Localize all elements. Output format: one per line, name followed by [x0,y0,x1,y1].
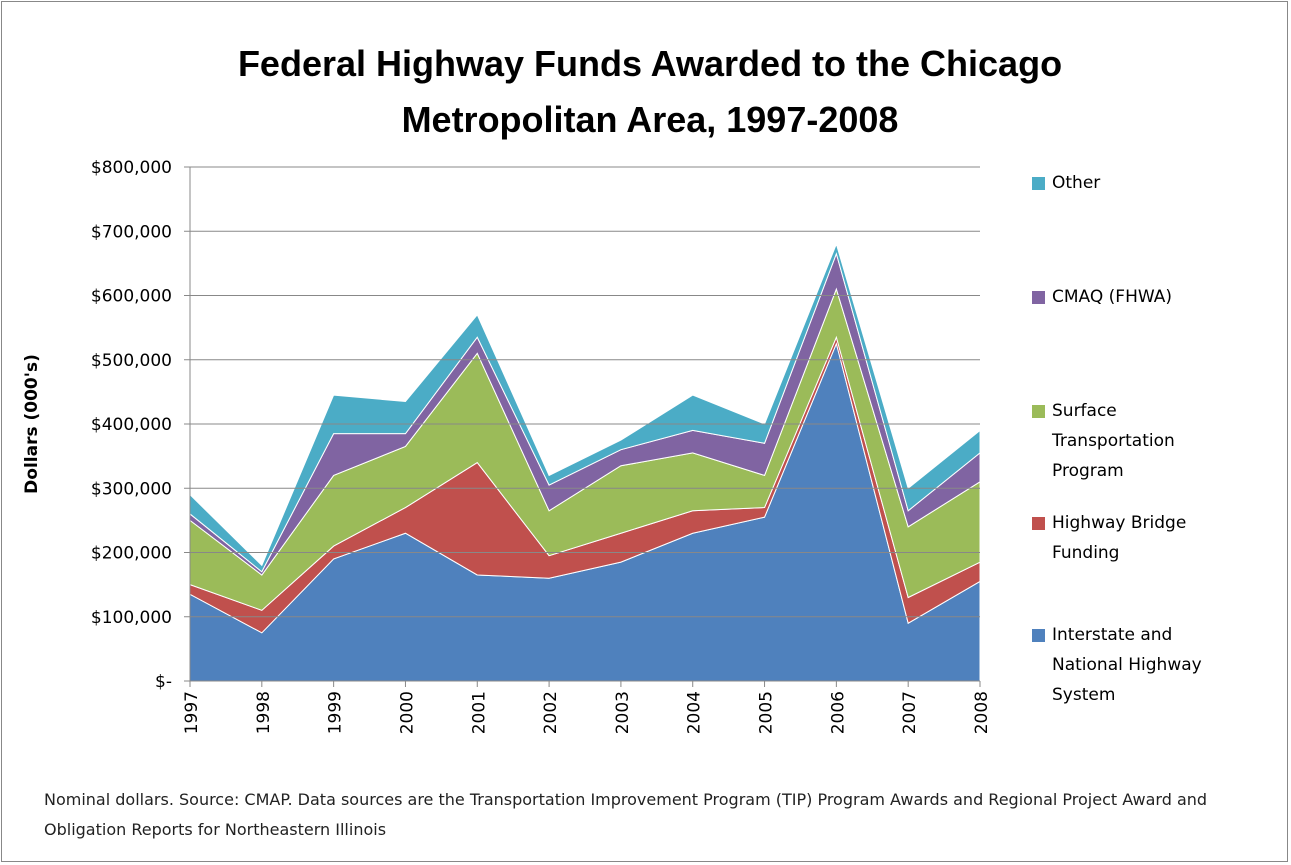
x-tick-label: 2000 [397,691,417,734]
legend-label: Surface Transportation Program [1052,401,1175,481]
y-tick-label: $600,000 [91,287,172,307]
legend-entry: CMAQ (FHWA) [1032,282,1242,312]
y-axis-label: Dollars (000's) [22,354,42,494]
x-tick-label: 2004 [685,691,705,734]
x-tick-label: 1997 [182,691,202,734]
legend-entry: Interstate and National Highway System [1032,620,1242,710]
y-tick-label: $700,000 [91,222,172,242]
legend-entry: Surface Transportation Program [1032,396,1242,486]
legend-label: Other [1052,173,1101,193]
legend-swatch [1032,405,1045,418]
y-tick-label: $800,000 [91,158,172,178]
x-tick-label: 2001 [469,691,489,734]
y-tick-label: $400,000 [91,415,172,435]
legend-label: Interstate and National Highway System [1052,625,1202,705]
x-tick-label: 1998 [254,691,274,734]
legend-swatch [1032,517,1045,530]
y-tick-label: $100,000 [91,608,172,628]
legend-entry: Highway Bridge Funding [1032,508,1242,568]
x-tick-label: 2002 [541,691,561,734]
y-tick-label: $200,000 [91,544,172,564]
legend-label: Highway Bridge Funding [1052,513,1187,563]
x-tick-label: 2005 [757,691,777,734]
chart-title: Federal Highway Funds Awarded to the Chi… [237,43,1063,140]
x-tick-label: 2007 [900,691,920,734]
legend-swatch [1032,291,1045,304]
y-tick-label: $300,000 [91,479,172,499]
y-tick-label: $- [155,672,172,692]
area [189,242,981,573]
areas [189,242,981,682]
x-tick-label: 1999 [326,691,346,734]
source-note: Nominal dollars. Source: CMAP. Data sour… [44,790,1208,839]
y-tick-label: $500,000 [91,351,172,371]
legend-swatch [1032,629,1045,642]
x-tick-label: 2003 [613,691,633,734]
legend-label: CMAQ (FHWA) [1052,287,1172,307]
x-tick-label: 2008 [972,691,992,734]
x-tick-label: 2006 [828,691,848,734]
legend-swatch [1032,177,1045,190]
legend-entry: Other [1032,168,1242,198]
